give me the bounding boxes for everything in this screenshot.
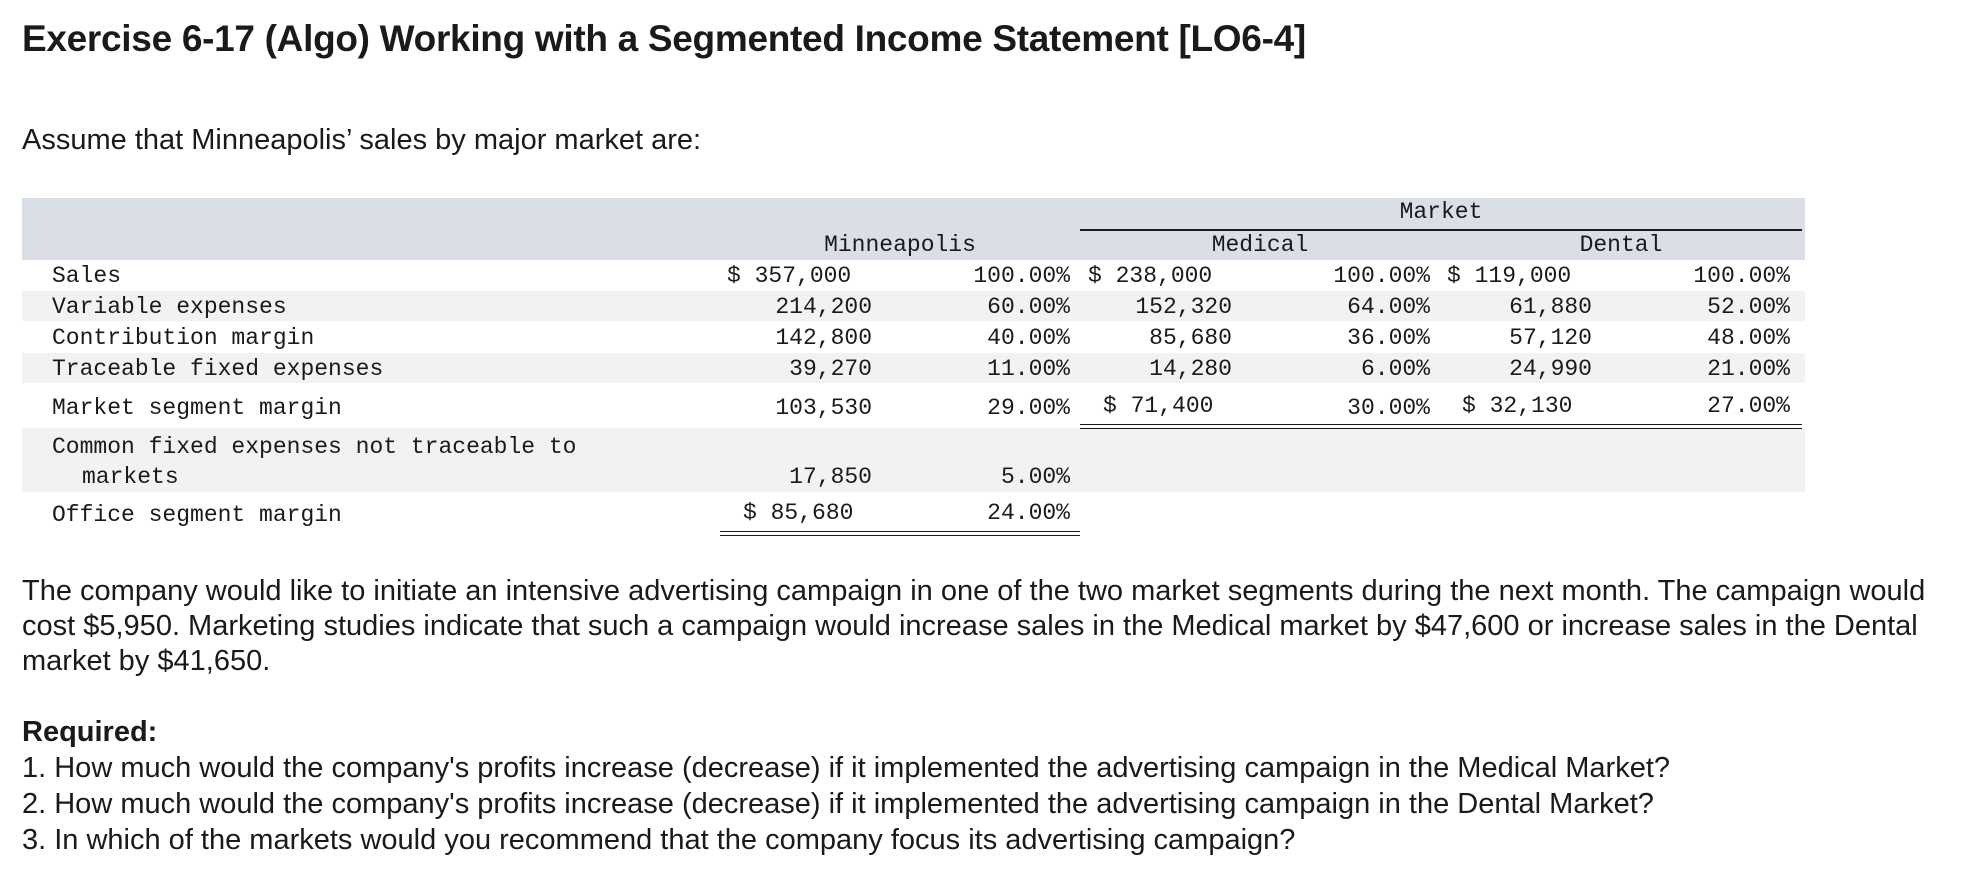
cell-percent: 24.00% bbox=[987, 500, 1070, 526]
cell-amount: 24,990 bbox=[1509, 356, 1592, 382]
row-label: Market segment margin bbox=[52, 395, 342, 421]
required-heading: Required: bbox=[22, 716, 158, 748]
cell-percent: 40.00% bbox=[987, 325, 1070, 351]
required-section: Required: 1. How much would the company'… bbox=[22, 714, 1670, 858]
cell-percent: 60.00% bbox=[987, 294, 1070, 320]
market-total-double-rule bbox=[1080, 424, 1802, 429]
cell-percent: 27.00% bbox=[1707, 393, 1790, 419]
required-item: 2. How much would the company's profits … bbox=[22, 788, 1654, 820]
cell-percent: 48.00% bbox=[1707, 325, 1790, 351]
row-label: Variable expenses bbox=[52, 294, 287, 320]
cell-amount: $ 357,000 bbox=[727, 263, 852, 289]
row-label: Sales bbox=[52, 263, 122, 289]
cell-percent: 52.00% bbox=[1707, 294, 1790, 320]
cell-amount: $ 71,400 bbox=[1103, 393, 1214, 419]
cell-amount: $ 238,000 bbox=[1088, 263, 1213, 289]
column-header-medical: Medical bbox=[1211, 232, 1309, 258]
cell-percent: 100.00% bbox=[1693, 263, 1790, 289]
cell-percent: 100.00% bbox=[973, 263, 1070, 289]
market-header-rule bbox=[1080, 229, 1802, 231]
required-item: 3. In which of the markets would you rec… bbox=[22, 824, 1296, 856]
row-stripe bbox=[22, 428, 1805, 492]
cell-percent: 5.00% bbox=[1000, 464, 1070, 490]
cell-amount: 152,320 bbox=[1135, 294, 1232, 320]
segmented-income-table: Market Minneapolis Medical Dental Sales … bbox=[22, 198, 1805, 544]
office-total-double-rule bbox=[720, 531, 1080, 536]
row-label: Common fixed expenses not traceable to bbox=[52, 434, 577, 460]
row-label: Contribution margin bbox=[52, 325, 315, 351]
cell-amount: 14,280 bbox=[1149, 356, 1232, 382]
cell-percent: 21.00% bbox=[1707, 356, 1790, 382]
row-label: Traceable fixed expenses bbox=[52, 356, 384, 382]
intro-text: Assume that Minneapolis’ sales by major … bbox=[22, 124, 702, 156]
row-label: markets bbox=[82, 464, 179, 490]
cell-amount: 57,120 bbox=[1509, 325, 1592, 351]
cell-amount: $ 85,680 bbox=[743, 500, 854, 526]
cell-amount: 85,680 bbox=[1149, 325, 1232, 351]
market-group-header: Market bbox=[1399, 199, 1483, 225]
cell-percent: 29.00% bbox=[987, 395, 1070, 421]
cell-amount: $ 32,130 bbox=[1462, 393, 1573, 419]
cell-amount: 39,270 bbox=[789, 356, 872, 382]
scenario-paragraph: The company would like to initiate an in… bbox=[22, 575, 1926, 677]
required-item: 1. How much would the company's profits … bbox=[22, 752, 1671, 784]
column-header-dental: Dental bbox=[1579, 232, 1663, 258]
cell-amount: 61,880 bbox=[1509, 294, 1592, 320]
cell-percent: 30.00% bbox=[1347, 395, 1430, 421]
row-stripe bbox=[22, 291, 1805, 321]
cell-percent: 100.00% bbox=[1333, 263, 1430, 289]
row-label: Office segment margin bbox=[52, 502, 342, 528]
cell-percent: 11.00% bbox=[987, 356, 1070, 382]
cell-percent: 36.00% bbox=[1347, 325, 1430, 351]
cell-amount: 142,800 bbox=[775, 325, 872, 351]
column-header-minneapolis: Minneapolis bbox=[824, 232, 976, 258]
cell-amount: 103,530 bbox=[775, 395, 872, 421]
cell-amount: 214,200 bbox=[775, 294, 872, 320]
page-title: Exercise 6-17 (Algo) Working with a Segm… bbox=[22, 18, 1306, 59]
cell-amount: 17,850 bbox=[789, 464, 872, 490]
cell-amount: $ 119,000 bbox=[1447, 263, 1572, 289]
cell-percent: 6.00% bbox=[1360, 356, 1430, 382]
cell-percent: 64.00% bbox=[1347, 294, 1430, 320]
row-stripe bbox=[22, 353, 1805, 383]
